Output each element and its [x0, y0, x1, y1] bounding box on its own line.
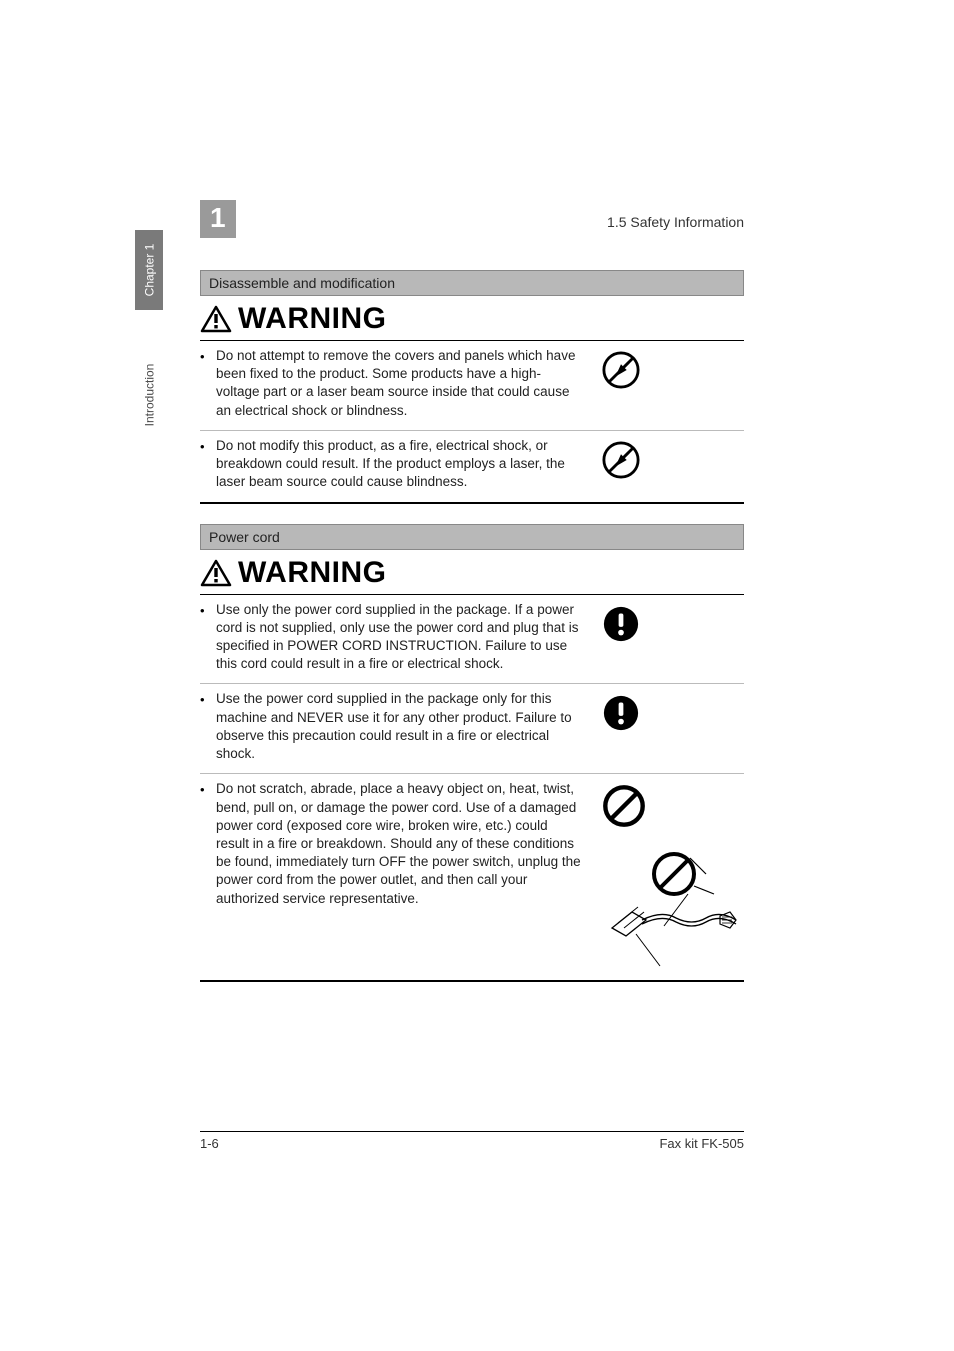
- damaged-cord-icon: [602, 840, 742, 970]
- icon-cell: [594, 690, 744, 763]
- sidebar-section-label: Introduction: [135, 350, 163, 440]
- page-header: 1 1.5 Safety Information: [200, 200, 744, 238]
- section-title: Disassemble and modification: [200, 270, 744, 296]
- warning-text: Do not modify this product, as a fire, e…: [216, 437, 594, 492]
- mandatory-icon: [602, 694, 640, 732]
- sidebar-chapter-label: Chapter 1: [142, 244, 156, 297]
- bullet: •: [200, 347, 216, 420]
- warning-label: WARNING: [238, 302, 387, 336]
- section-title: Power cord: [200, 524, 744, 550]
- icon-cell: [594, 780, 744, 970]
- prohibit-icon: [602, 784, 646, 828]
- icon-cell: [594, 601, 744, 674]
- icon-cell: [594, 437, 744, 492]
- page-footer: 1-6 Fax kit FK-505: [200, 1131, 744, 1151]
- warning-text: Use the power cord supplied in the packa…: [216, 690, 594, 763]
- warning-text: Use only the power cord supplied in the …: [216, 601, 594, 674]
- icon-cell: [594, 347, 744, 420]
- chapter-number-badge: 1: [200, 200, 236, 238]
- no-disassemble-icon: [602, 351, 640, 389]
- warning-triangle-icon: [200, 305, 232, 333]
- warning-label: WARNING: [238, 556, 387, 590]
- section-power-cord: Power cord WARNING • Use only the power …: [200, 524, 744, 983]
- warning-item: • Do not attempt to remove the covers an…: [200, 341, 744, 431]
- mandatory-icon: [602, 605, 640, 643]
- warning-item: • Use only the power cord supplied in th…: [200, 595, 744, 685]
- no-disassemble-icon: [602, 441, 640, 479]
- section-reference: 1.5 Safety Information: [607, 214, 744, 230]
- document-title: Fax kit FK-505: [659, 1136, 744, 1151]
- sidebar-section-text: Introduction: [142, 364, 156, 427]
- warning-heading: WARNING: [200, 550, 744, 595]
- warning-triangle-icon: [200, 559, 232, 587]
- bullet: •: [200, 601, 216, 674]
- page-number: 1-6: [200, 1136, 219, 1151]
- bullet: •: [200, 437, 216, 492]
- warning-item: • Do not scratch, abrade, place a heavy …: [200, 774, 744, 982]
- bullet: •: [200, 690, 216, 763]
- section-disassemble: Disassemble and modification WARNING • D…: [200, 270, 744, 504]
- page: Chapter 1 Introduction 1 1.5 Safety Info…: [0, 0, 954, 1351]
- warning-heading: WARNING: [200, 296, 744, 341]
- warning-item: • Do not modify this product, as a fire,…: [200, 431, 744, 504]
- warning-item: • Use the power cord supplied in the pac…: [200, 684, 744, 774]
- warning-text: Do not scratch, abrade, place a heavy ob…: [216, 780, 594, 970]
- sidebar-chapter-tab: Chapter 1: [135, 230, 163, 310]
- bullet: •: [200, 780, 216, 970]
- warning-text: Do not attempt to remove the covers and …: [216, 347, 594, 420]
